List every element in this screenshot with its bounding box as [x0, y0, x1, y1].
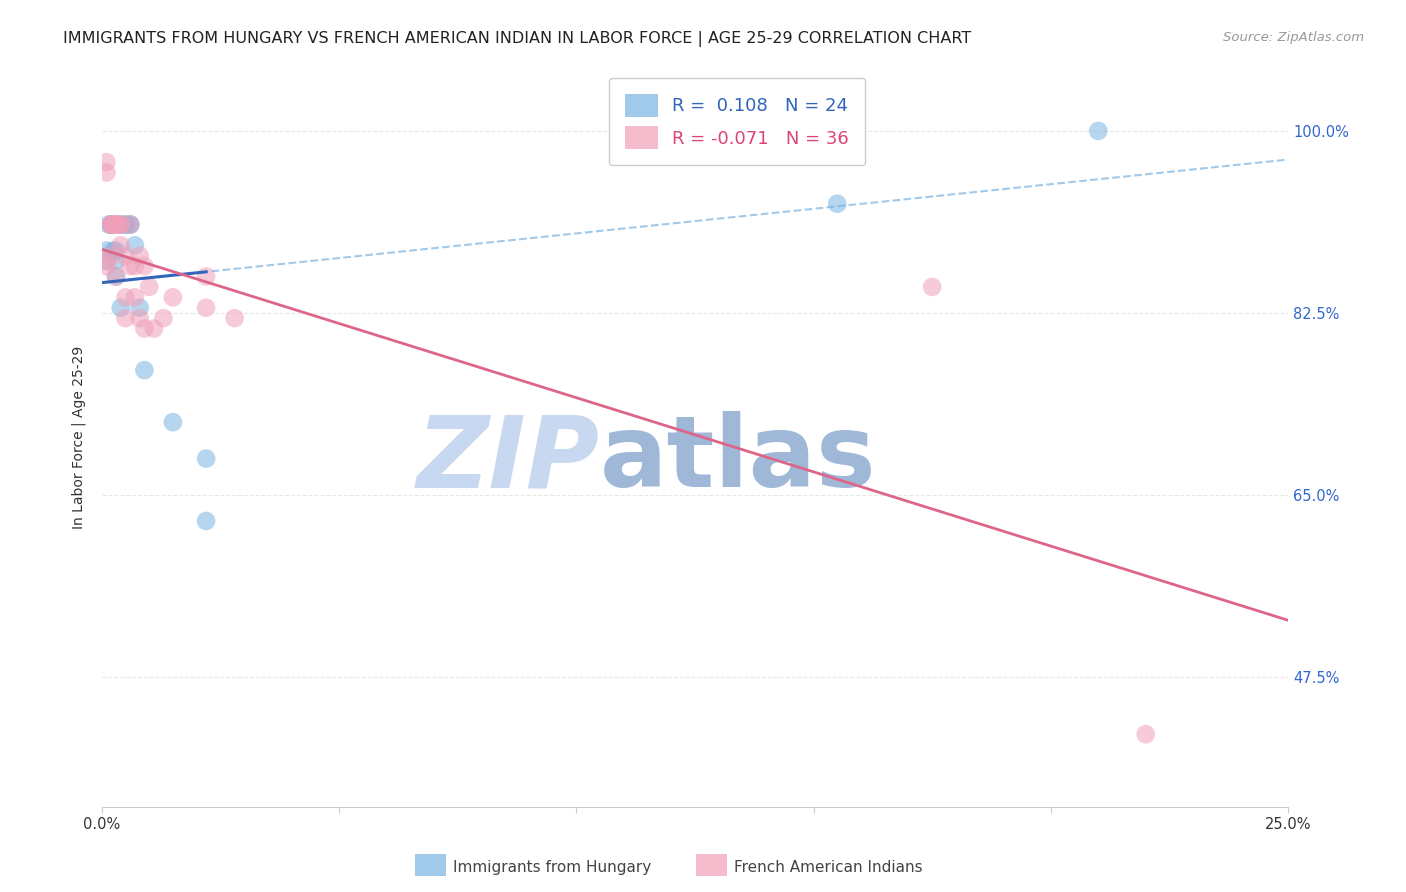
Point: [138, 280, 160, 294]
Text: French American Indians: French American Indians: [734, 860, 922, 874]
Text: IMMIGRANTS FROM HUNGARY VS FRENCH AMERICAN INDIAN IN LABOR FORCE | AGE 25-29 COR: IMMIGRANTS FROM HUNGARY VS FRENCH AMERIC…: [63, 31, 972, 47]
Point: [128, 311, 150, 326]
Point: [162, 415, 184, 429]
Point: [96, 254, 118, 268]
Point: [134, 259, 156, 273]
Point: [152, 311, 174, 326]
Point: [110, 218, 132, 232]
Point: [96, 155, 118, 169]
Point: [103, 244, 125, 258]
Point: [114, 311, 136, 326]
Point: [124, 259, 146, 273]
Point: [104, 218, 127, 232]
Point: [1135, 727, 1157, 741]
Point: [195, 451, 218, 466]
Point: [100, 218, 122, 232]
Point: [100, 249, 122, 263]
Point: [96, 254, 118, 268]
Point: [825, 196, 848, 211]
Point: [162, 290, 184, 304]
Point: [224, 311, 246, 326]
Point: [104, 254, 127, 268]
Point: [120, 218, 142, 232]
Point: [120, 218, 142, 232]
Point: [120, 218, 142, 232]
Point: [195, 514, 218, 528]
Point: [100, 218, 122, 232]
Point: [104, 244, 127, 258]
Point: [128, 301, 150, 315]
Point: [104, 218, 127, 232]
Point: [96, 259, 118, 273]
Point: [134, 321, 156, 335]
Point: [120, 259, 142, 273]
Point: [134, 363, 156, 377]
Point: [124, 238, 146, 252]
Point: [96, 244, 118, 258]
Point: [96, 165, 118, 179]
Point: [128, 249, 150, 263]
Point: [195, 269, 218, 284]
Point: [104, 269, 127, 284]
Text: Immigrants from Hungary: Immigrants from Hungary: [453, 860, 651, 874]
Point: [104, 218, 127, 232]
Point: [104, 218, 127, 232]
Point: [97, 218, 120, 232]
Y-axis label: In Labor Force | Age 25-29: In Labor Force | Age 25-29: [72, 346, 86, 529]
Point: [100, 218, 122, 232]
Point: [124, 290, 146, 304]
Point: [114, 290, 136, 304]
Point: [142, 321, 165, 335]
Point: [114, 218, 136, 232]
Point: [100, 218, 122, 232]
Text: atlas: atlas: [600, 411, 876, 508]
Point: [100, 218, 122, 232]
Text: ZIP: ZIP: [418, 411, 600, 508]
Point: [114, 218, 136, 232]
Point: [110, 238, 132, 252]
Point: [1087, 124, 1109, 138]
Text: Source: ZipAtlas.com: Source: ZipAtlas.com: [1223, 31, 1364, 45]
Point: [114, 249, 136, 263]
Point: [195, 301, 218, 315]
Point: [921, 280, 943, 294]
Point: [110, 218, 132, 232]
Point: [100, 218, 122, 232]
Legend: R =  0.108   N = 24, R = -0.071   N = 36: R = 0.108 N = 24, R = -0.071 N = 36: [609, 78, 865, 166]
Point: [110, 218, 132, 232]
Point: [110, 301, 132, 315]
Point: [104, 269, 127, 284]
